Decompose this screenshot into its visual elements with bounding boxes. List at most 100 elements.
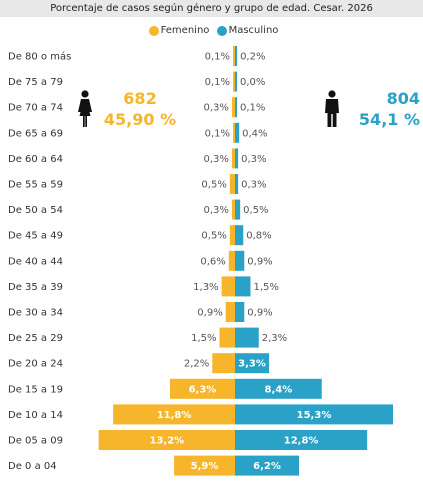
female-summary: 682 45,90 % xyxy=(100,88,180,130)
chart-title-bar: Porcentaje de casos según género y grupo… xyxy=(0,0,423,17)
female-value-label: 0,5% xyxy=(201,231,226,242)
female-bar xyxy=(212,353,235,374)
male-bar xyxy=(235,122,240,143)
male-value-label: 15,3% xyxy=(297,410,332,421)
legend-female-swatch xyxy=(148,25,159,36)
female-bar xyxy=(231,199,235,220)
category-label: De 45 a 49 xyxy=(8,231,63,242)
male-value-label: 0,8% xyxy=(246,231,271,242)
category-label: De 50 a 54 xyxy=(8,205,63,216)
male-bar xyxy=(235,97,237,118)
male-bar xyxy=(235,250,245,271)
female-bar xyxy=(229,174,235,194)
female-bar xyxy=(113,404,235,425)
female-value-label: 0,9% xyxy=(197,308,222,319)
male-bar xyxy=(235,174,239,194)
female-value-label: 6,3% xyxy=(189,384,217,395)
female-value-label: 0,6% xyxy=(200,256,225,267)
male-bar xyxy=(235,353,270,374)
category-label: De 20 a 24 xyxy=(8,359,63,370)
male-value-label: 1,5% xyxy=(253,282,278,293)
female-person-icon xyxy=(78,90,92,127)
male-bar xyxy=(235,276,251,297)
category-label: De 60 a 64 xyxy=(8,154,63,165)
female-value-label: 0,1% xyxy=(205,77,230,88)
category-label: De 80 o más xyxy=(8,51,71,63)
female-bar xyxy=(228,250,235,271)
male-bar xyxy=(235,148,239,169)
male-value-label: 0,3% xyxy=(241,154,266,165)
female-bar xyxy=(231,148,235,169)
male-value-label: 0,9% xyxy=(247,256,272,267)
category-label: De 25 a 29 xyxy=(8,333,63,344)
female-value-label: 1,3% xyxy=(193,282,218,293)
female-value-label: 11,8% xyxy=(157,410,192,421)
female-bar xyxy=(169,378,235,399)
female-value-label: 0,1% xyxy=(205,128,230,139)
male-bar xyxy=(235,327,259,348)
male-bar xyxy=(235,225,244,246)
female-count: 682 xyxy=(123,89,157,108)
female-percent: 45,90 % xyxy=(103,110,177,129)
legend-male-swatch xyxy=(216,25,227,36)
male-value-label: 3,3% xyxy=(238,359,266,370)
male-value-label: 0,4% xyxy=(242,128,267,139)
male-value-label: 2,3% xyxy=(262,333,287,344)
male-bar xyxy=(235,46,238,66)
category-label: De 0 a 04 xyxy=(8,461,57,472)
male-bar xyxy=(235,378,322,399)
male-value-label: 0,5% xyxy=(243,205,268,216)
female-value-label: 1,5% xyxy=(191,333,216,344)
category-label: De 70 a 74 xyxy=(8,103,63,114)
male-percent: 54,1 % xyxy=(358,110,420,129)
category-label: De 40 a 44 xyxy=(8,256,63,267)
male-bar xyxy=(235,430,368,450)
female-bar xyxy=(231,97,235,118)
male-value-label: 12,8% xyxy=(284,436,319,447)
category-label: De 65 a 69 xyxy=(8,128,63,139)
female-bar xyxy=(219,327,235,348)
male-value-label: 0,9% xyxy=(247,308,272,319)
female-value-label: 2,2% xyxy=(184,359,209,370)
male-value-label: 0,1% xyxy=(240,103,265,114)
female-value-label: 13,2% xyxy=(149,436,184,447)
category-label: De 15 a 19 xyxy=(8,384,63,395)
male-bar xyxy=(235,455,300,476)
female-bar xyxy=(233,71,235,92)
female-bar xyxy=(174,455,235,476)
male-bar xyxy=(235,404,393,425)
category-label: De 75 a 79 xyxy=(8,77,63,88)
female-value-label: 0,5% xyxy=(201,180,226,191)
male-count: 804 xyxy=(386,89,420,108)
legend-male-label: Masculino xyxy=(228,25,279,36)
category-label: De 35 a 39 xyxy=(8,282,63,293)
female-bar xyxy=(98,430,235,450)
female-bar xyxy=(233,122,235,143)
female-value-label: 0,3% xyxy=(203,103,228,114)
female-value-label: 5,9% xyxy=(191,461,219,472)
category-label: De 10 a 14 xyxy=(8,410,63,421)
legend: Femenino Masculino xyxy=(0,25,423,37)
female-value-label: 0,3% xyxy=(203,205,228,216)
female-bar xyxy=(233,46,235,66)
male-value-label: 0,3% xyxy=(241,180,266,191)
female-bar xyxy=(225,302,235,322)
male-bar xyxy=(235,302,245,322)
male-bar xyxy=(235,71,237,92)
male-value-label: 0,0% xyxy=(240,77,265,88)
category-label: De 55 a 59 xyxy=(8,180,63,191)
female-bar xyxy=(229,225,235,246)
category-label: De 05 a 09 xyxy=(8,436,63,447)
category-label: De 30 a 34 xyxy=(8,308,63,319)
male-value-label: 6,2% xyxy=(253,461,281,472)
legend-female-label: Femenino xyxy=(160,25,210,36)
male-person-icon xyxy=(325,90,339,127)
female-value-label: 0,1% xyxy=(205,52,230,63)
male-bar xyxy=(235,199,241,220)
female-value-label: 0,3% xyxy=(203,154,228,165)
female-bar xyxy=(221,276,235,297)
male-value-label: 0,2% xyxy=(240,52,265,63)
male-summary: 804 54,1 % xyxy=(340,88,420,130)
chart-title: Porcentaje de casos según género y grupo… xyxy=(50,3,373,14)
